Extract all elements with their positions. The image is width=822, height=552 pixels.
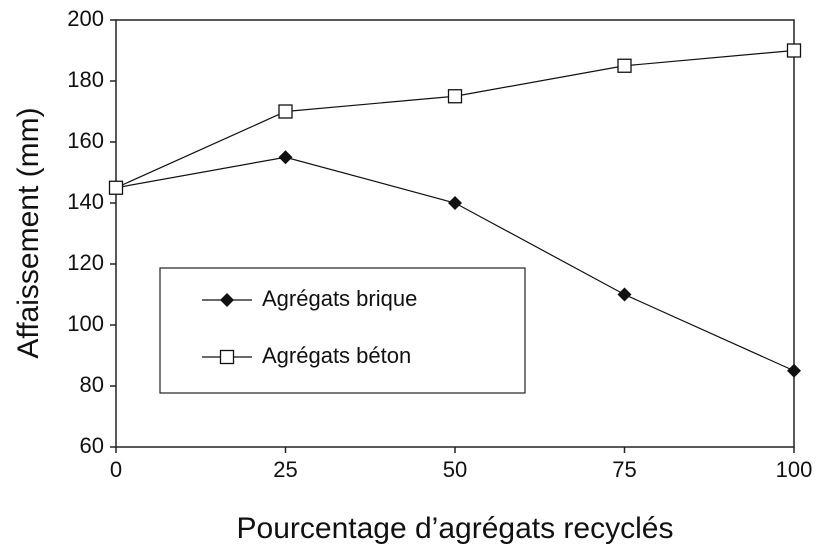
x-axis-title: Pourcentage d’agrégats recyclés [237, 512, 674, 545]
marker [278, 104, 293, 119]
y-tick-label: 120 [67, 250, 104, 275]
legend-label: Agrégats béton [262, 343, 411, 368]
y-axis-title: Affaissement (mm) [12, 107, 45, 358]
y-tick-label: 180 [67, 67, 104, 92]
marker [787, 363, 801, 378]
x-tick-label: 50 [443, 457, 467, 482]
y-tick-label: 200 [67, 6, 104, 31]
y-tick-label: 80 [80, 372, 104, 397]
y-tick-label: 140 [67, 189, 104, 214]
marker [617, 287, 632, 302]
marker [447, 89, 463, 104]
x-tick-label: 25 [273, 457, 297, 482]
y-tick-label: 100 [67, 311, 104, 336]
x-tick-label: 100 [776, 457, 813, 482]
marker [219, 349, 235, 365]
marker [108, 180, 124, 195]
series-line [115, 49, 795, 189]
marker [448, 196, 462, 210]
marker [278, 150, 293, 165]
marker [617, 58, 632, 73]
x-tick-label: 0 [110, 457, 122, 482]
legend: Agrégats brique Agrégats béton [159, 267, 526, 394]
legend-box [159, 267, 526, 394]
x-tick-label: 75 [612, 457, 636, 482]
y-tick-label: 160 [67, 128, 104, 153]
legend-label: Agrégats brique [262, 286, 417, 311]
marker [786, 43, 802, 58]
y-tick-label: 60 [80, 433, 104, 458]
marker [220, 293, 234, 307]
